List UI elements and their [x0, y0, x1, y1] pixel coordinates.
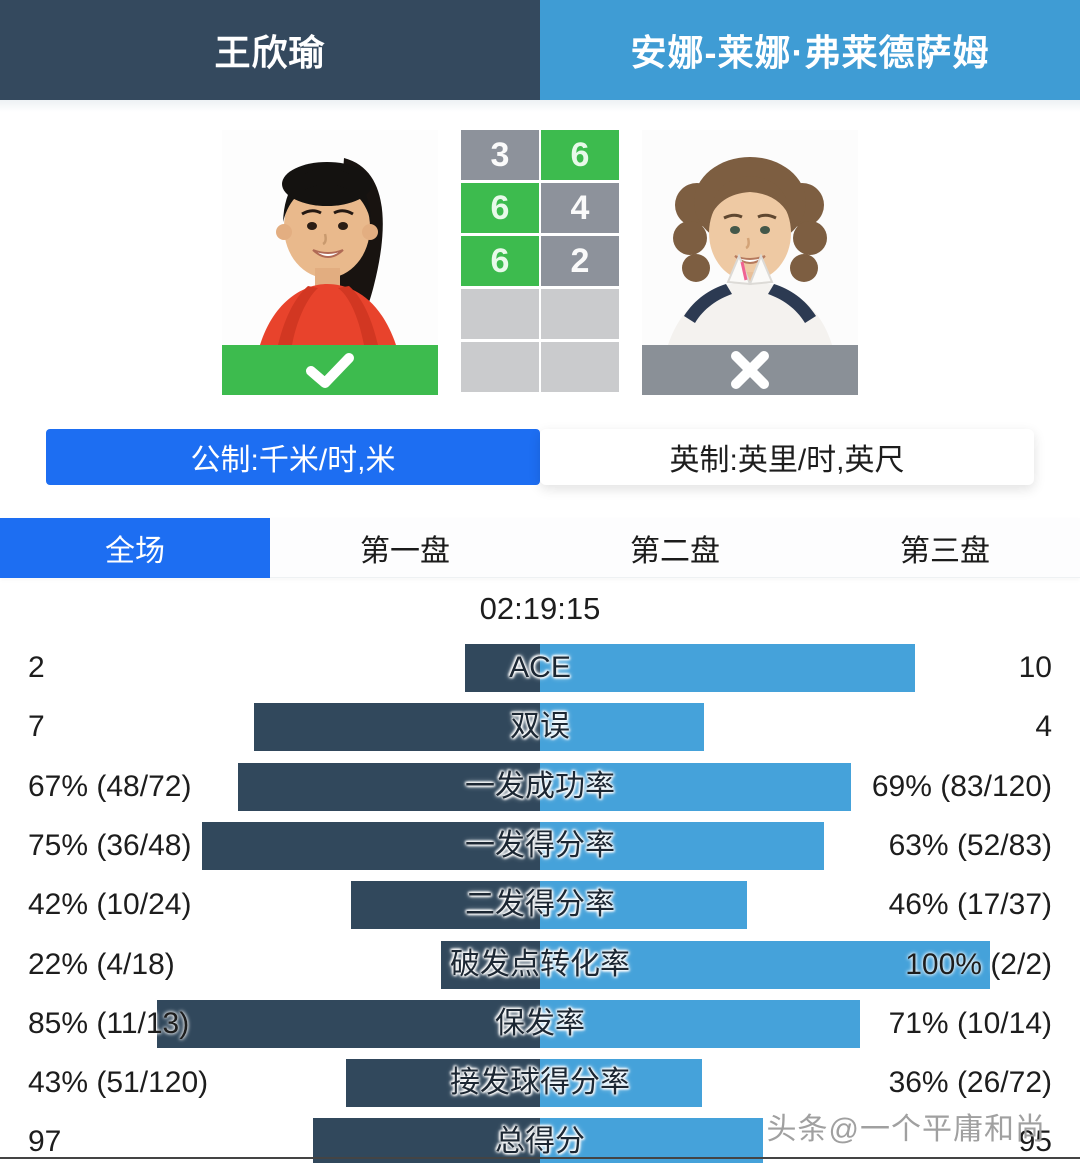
player-portrait-left	[222, 130, 438, 345]
stat-row: 一发得分率 75% (36/48) 63% (52/83)	[0, 822, 1080, 870]
score-row	[461, 289, 619, 339]
stat-value-left: 97	[28, 1125, 62, 1158]
stat-bar-left	[238, 763, 540, 811]
tab-第一盘[interactable]: 第一盘	[360, 535, 450, 568]
stat-bar-right	[540, 1059, 702, 1107]
bottom-divider	[0, 1157, 1080, 1159]
stat-row: 一发成功率 67% (48/72) 69% (83/120)	[0, 763, 1080, 811]
stat-row: ACE 2 10	[0, 644, 1080, 692]
result-banner-left	[222, 345, 438, 395]
stat-bar-left	[351, 881, 540, 929]
stat-bar-right	[540, 881, 747, 929]
stat-value-right: 63% (52/83)	[888, 829, 1052, 862]
stat-row: 破发点转化率 22% (4/18) 100% (2/2)	[0, 941, 1080, 989]
stat-row: 双误 7 4	[0, 703, 1080, 751]
stat-value-right: 36% (26/72)	[888, 1066, 1052, 1099]
stat-value-right: 95	[1018, 1125, 1052, 1158]
score-cell-right	[541, 342, 619, 392]
score-cell-right	[541, 289, 619, 339]
metric-units-button[interactable]: 公制:千米/时,米	[46, 429, 540, 485]
score-cell-left	[461, 289, 539, 339]
stat-value-left: 7	[28, 710, 45, 743]
stat-bar-left	[202, 822, 540, 870]
player-header: 王欣瑜 安娜-莱娜·弗莱德萨姆	[0, 0, 1080, 100]
stat-bar-right	[540, 1000, 860, 1048]
score-row: 3 6	[461, 130, 619, 180]
stat-value-left: 43% (51/120)	[28, 1066, 209, 1099]
stat-value-left: 42% (10/24)	[28, 888, 192, 921]
score-row: 6 4	[461, 183, 619, 233]
stat-value-left: 85% (11/13)	[28, 1007, 190, 1040]
stat-value-left: 2	[28, 651, 45, 684]
stat-value-right: 4	[1035, 710, 1052, 743]
header-shadow-strip	[0, 100, 1080, 112]
stat-label: 破发点转化率	[450, 948, 630, 981]
score-cell-left: 6	[461, 236, 539, 286]
score-cell-left	[461, 342, 539, 392]
stat-label: ACE	[509, 651, 571, 684]
player-portrait-right	[642, 130, 858, 345]
stat-value-right: 46% (17/37)	[888, 888, 1052, 921]
stat-row: 总得分 97 95	[0, 1118, 1080, 1163]
score-cell-left: 6	[461, 183, 539, 233]
stat-value-right: 69% (83/120)	[871, 770, 1052, 803]
cross-icon	[731, 351, 769, 389]
stat-bar-left	[157, 1000, 540, 1048]
stat-value-right: 71% (10/14)	[888, 1007, 1052, 1040]
player-photo-left	[222, 130, 438, 395]
score-cell-right: 4	[541, 183, 619, 233]
stat-bar-left	[441, 941, 540, 989]
score-cell-right: 2	[541, 236, 619, 286]
stat-bar-right	[540, 822, 824, 870]
stat-bar-left	[465, 644, 540, 692]
result-banner-right	[642, 345, 858, 395]
check-icon	[306, 353, 354, 388]
stat-bar-right	[540, 941, 990, 989]
tab-第二盘[interactable]: 第二盘	[630, 535, 720, 568]
player-name-right: 安娜-莱娜·弗莱德萨姆	[540, 0, 1080, 100]
stat-bar-left	[254, 703, 540, 751]
stat-value-left: 75% (36/48)	[28, 829, 192, 862]
stat-value-left: 67% (48/72)	[28, 770, 192, 803]
stat-bar-right	[540, 703, 704, 751]
tab-全场[interactable]: 全场	[0, 518, 270, 578]
watermark: 头条@一个平庸和尚	[766, 1113, 1046, 1146]
stat-value-left: 22% (4/18)	[28, 948, 175, 981]
stat-bar-right	[540, 1118, 763, 1163]
stat-label: 双误	[510, 710, 570, 743]
stat-row: 二发得分率 42% (10/24) 46% (17/37)	[0, 881, 1080, 929]
set-tabbar: 全场 第一盘 第二盘 第三盘	[0, 518, 1080, 578]
stat-bar-left	[313, 1118, 540, 1163]
score-cell-left: 3	[461, 130, 539, 180]
stat-label: 一发得分率	[465, 829, 615, 862]
stat-label: 保发率	[495, 1007, 585, 1040]
score-row: 6 2	[461, 236, 619, 286]
stat-bar-right	[540, 644, 915, 692]
stat-label: 接发球得分率	[450, 1066, 630, 1099]
score-cell-right: 6	[541, 130, 619, 180]
stat-row: 保发率 85% (11/13) 71% (10/14)	[0, 1000, 1080, 1048]
stat-row: 接发球得分率 43% (51/120) 36% (26/72)	[0, 1059, 1080, 1107]
player-photo-right	[642, 130, 858, 395]
score-row	[461, 342, 619, 392]
stat-label: 一发成功率	[465, 770, 615, 803]
stat-label: 二发得分率	[465, 888, 615, 921]
player-name-left: 王欣瑜	[0, 0, 540, 100]
stat-bar-right	[540, 763, 851, 811]
imperial-units-button[interactable]: 英制:英里/时,英尺	[540, 429, 1034, 485]
stat-value-right: 10	[1018, 651, 1052, 684]
match-duration: 02:19:15	[479, 591, 601, 626]
tab-第三盘[interactable]: 第三盘	[900, 535, 990, 568]
score-grid: 3 6 6 4 6 2	[461, 130, 619, 392]
stat-label: 总得分	[495, 1125, 585, 1158]
stat-bar-left	[346, 1059, 540, 1107]
stat-value-right: 100% (2/2)	[905, 948, 1052, 981]
